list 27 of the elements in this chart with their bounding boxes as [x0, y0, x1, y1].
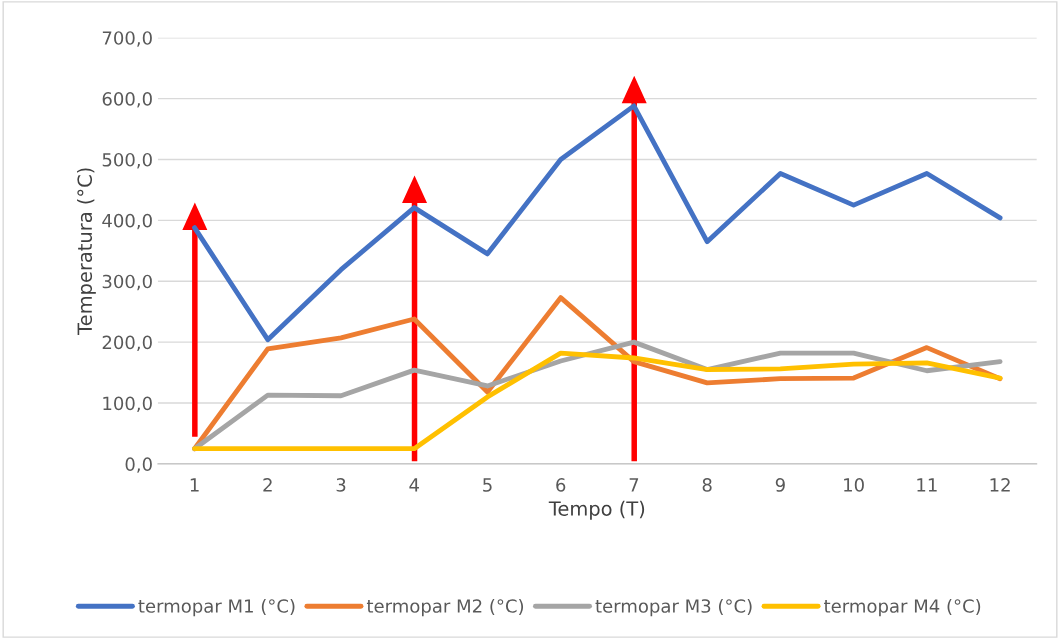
x-tick-label: 2	[263, 478, 272, 492]
y-tick-label: 400,0	[102, 213, 152, 230]
line-series	[192, 103, 1003, 343]
legend-label: termopar M1 (°C)	[138, 598, 295, 617]
x-tick-label: 10	[844, 478, 864, 492]
x-tick-label: 1	[190, 478, 199, 492]
x-tick-label: 6	[556, 478, 566, 492]
x-tick-label: 5	[483, 478, 492, 492]
y-tick-label: 600,0	[102, 92, 152, 108]
x-tick-label: 12	[990, 478, 1010, 492]
x-tick-label: 11	[917, 478, 937, 492]
y-tick-label: 300,0	[102, 274, 152, 291]
y-tick-label: 0,0	[125, 457, 152, 473]
legend-label: termopar M4 (°C)	[824, 598, 981, 617]
y-tick-label: 200,0	[102, 335, 152, 352]
x-tick-label: 3	[336, 478, 346, 492]
y-axis-title: Temperatura (°C)	[77, 168, 96, 335]
x-tick-label: 7	[629, 478, 639, 492]
x-tick-label: 8	[702, 478, 712, 492]
y-tick-label: 500,0	[102, 152, 152, 169]
y-tick-label: 700,0	[102, 31, 152, 47]
legend-label: termopar M3 (°C)	[595, 598, 752, 617]
x-tick-label: 4	[409, 478, 419, 492]
legend-label: termopar M2 (°C)	[366, 598, 524, 617]
x-tick-label: 9	[775, 478, 785, 492]
y-tick-label: 100,0	[103, 396, 152, 412]
x-axis-title: Tempo (T)	[548, 500, 645, 520]
